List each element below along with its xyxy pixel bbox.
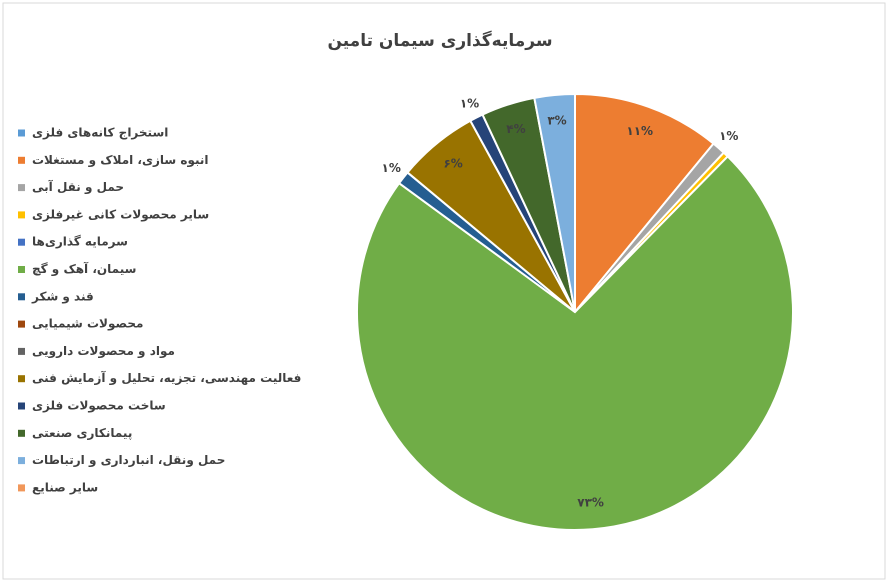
data-label: ۴% — [506, 122, 525, 136]
legend-label: پیمانکاری صنعتی — [32, 426, 132, 440]
pie-slice — [356, 154, 794, 531]
legend-swatch — [18, 484, 25, 492]
legend-swatch — [18, 457, 25, 465]
legend-swatch — [18, 375, 25, 383]
legend-label: فعالیت مهندسی، تجزیه، تحلیل و آزمایش فنی — [32, 370, 301, 386]
data-label: ۱% — [719, 129, 738, 143]
legend-label: انبوه سازی، املاک و مستغلات — [32, 153, 209, 168]
chart-title: سرمایه‌گذاری سیمان تامین — [327, 30, 552, 51]
legend-label: ساخت محصولات فلزی — [32, 399, 166, 414]
legend-swatch — [18, 429, 25, 437]
legend-label: حمل ونقل، انبارداری و ارتباطات — [32, 453, 225, 468]
legend-swatch — [18, 238, 25, 246]
legend-label: حمل و نقل آبی — [32, 179, 124, 195]
legend-label: مواد و محصولات دارویی — [32, 344, 175, 359]
legend-swatch — [18, 184, 25, 192]
legend-swatch — [18, 320, 25, 328]
pie-slice — [574, 92, 715, 315]
legend-label: استخراج کانه‌های فلزی — [32, 126, 168, 140]
legend-label: سایر محصولات کانی غیرفلزی — [32, 207, 209, 222]
legend-swatch — [18, 156, 25, 164]
legend-swatch — [18, 347, 25, 355]
legend-label: سیمان، آهک و گچ — [32, 261, 136, 277]
legend-label: سرمایه گذاری‌ها — [32, 235, 128, 249]
legend-label: قند و شکر — [31, 289, 94, 304]
data-label: ۱% — [460, 96, 479, 110]
data-label: ۳% — [547, 114, 566, 128]
legend-swatch — [18, 266, 25, 273]
legend-swatch — [18, 129, 25, 137]
legend-swatch — [18, 402, 25, 410]
data-label: ۱% — [382, 161, 401, 175]
data-label: ۶% — [443, 156, 462, 170]
legend-label: سایر صنایع — [32, 480, 98, 494]
data-label: ۷۳% — [577, 496, 604, 510]
legend-label: محصولات شیمیایی — [32, 317, 143, 332]
data-label: ۱۱% — [626, 124, 653, 138]
legend-swatch — [18, 293, 25, 301]
pie-slice — [533, 92, 576, 313]
legend-swatch — [18, 211, 25, 219]
